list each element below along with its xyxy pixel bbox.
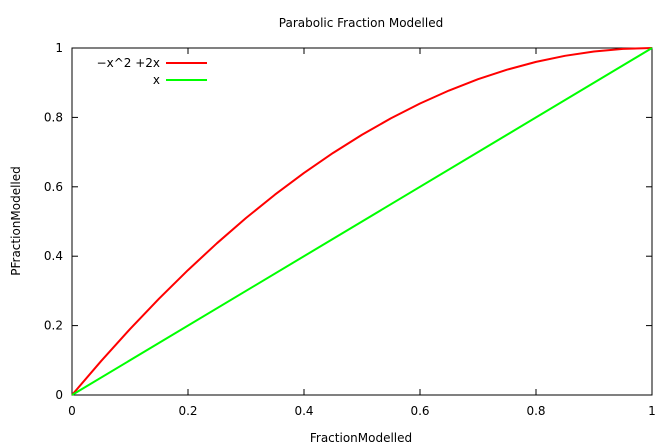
x-tick-label: 0.4 [294, 404, 313, 418]
y-axis-label: PFractionModelled [9, 166, 23, 276]
y-tick-label: 0.2 [44, 319, 63, 333]
legend-label-0: −x^2 +2x [97, 56, 160, 70]
x-tick-label: 0 [68, 404, 76, 418]
series-layer [71, 47, 653, 396]
y-tick-label: 0.8 [44, 110, 63, 124]
x-axis-label: FractionModelled [310, 431, 412, 445]
chart-title: Parabolic Fraction Modelled [279, 16, 443, 30]
y-tick-label: 0.4 [44, 249, 63, 263]
y-tick-label: 0.6 [44, 180, 63, 194]
legend-label-1: x [153, 73, 160, 87]
y-tick-label: 1 [55, 41, 63, 55]
y-axis: 0 0.2 0.4 0.6 0.8 1 [44, 41, 652, 402]
legend: −x^2 +2x x [97, 56, 207, 87]
series-line-1 [71, 47, 653, 396]
x-tick-label: 0.2 [178, 404, 197, 418]
y-tick-label: 0 [55, 388, 63, 402]
x-axis: 0 0.2 0.4 0.6 0.8 1 [68, 48, 656, 418]
series-line-0 [71, 47, 653, 396]
x-tick-label: 1 [648, 404, 656, 418]
x-tick-label: 0.6 [410, 404, 429, 418]
x-tick-label: 0.8 [526, 404, 545, 418]
plot-frame [71, 47, 653, 396]
